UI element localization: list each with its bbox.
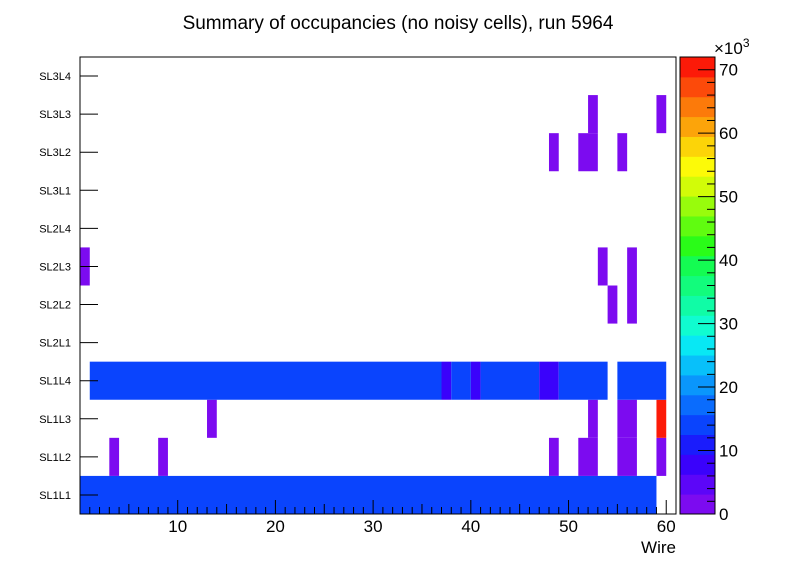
color-scale-swatch	[680, 255, 715, 277]
z-tick-label: 50	[719, 188, 738, 207]
heatmap-cell	[109, 437, 120, 476]
z-tick-label: 70	[719, 61, 738, 80]
color-scale-swatch	[680, 235, 715, 257]
heatmap-cell	[158, 437, 168, 476]
heatmap-cell	[607, 285, 618, 324]
heatmap-cell	[558, 361, 608, 400]
z-exponent-base: ×10	[714, 39, 743, 58]
heatmap-cell	[548, 437, 559, 476]
heatmap-cell	[627, 247, 637, 286]
z-exponent-label: ×103	[714, 36, 750, 58]
y-tick-label: SL2L4	[39, 223, 71, 235]
color-scale-swatch	[680, 434, 715, 455]
color-scale-swatch	[680, 275, 715, 296]
heatmap-cell	[480, 361, 540, 400]
color-scale: 0 10 20 30 40 50 60 70	[679, 56, 738, 524]
chart-title: Summary of occupancies (no noisy cells),…	[183, 13, 614, 34]
z-tick-label: 60	[719, 124, 738, 143]
color-scale-swatch	[680, 156, 715, 177]
color-scale-swatch	[680, 57, 715, 78]
z-exponent-power: 3	[743, 36, 750, 50]
color-scale-swatch	[680, 196, 715, 217]
plot-frame	[79, 56, 677, 515]
x-tick-label: 60	[657, 517, 676, 536]
y-tick-label: SL1L1	[39, 490, 71, 502]
y-tick-label: SL1L2	[39, 452, 71, 464]
z-tick-label: 10	[719, 442, 738, 461]
heatmap-cell	[578, 133, 598, 172]
y-tick-label: SL1L3	[39, 414, 71, 426]
color-scale-swatch	[680, 474, 715, 495]
color-scale-swatch	[680, 414, 715, 436]
heatmap-cell	[627, 285, 637, 324]
color-scale-swatch	[680, 374, 715, 396]
color-scale-swatch	[680, 335, 715, 356]
color-scale-swatch	[680, 494, 715, 515]
heatmap-cell	[80, 475, 657, 514]
heatmap-cell	[656, 437, 667, 476]
heatmap-cell	[617, 361, 667, 400]
heatmap-cell	[451, 361, 471, 400]
heatmap-cell	[597, 247, 608, 286]
heatmap-cell	[470, 361, 481, 400]
heatmap-cell	[588, 95, 598, 134]
heatmap-cell	[539, 361, 559, 400]
heatmap-cell	[617, 133, 628, 172]
heatmap-cell	[617, 437, 637, 476]
x-tick-label: 30	[364, 517, 383, 536]
z-tick-label: 30	[719, 315, 738, 334]
x-axis-label: Wire	[641, 538, 676, 557]
z-tick-label: 40	[719, 251, 738, 270]
y-tick-label: SL2L2	[39, 300, 71, 312]
x-axis: 10 20 30 40 50 60	[89, 500, 677, 536]
x-tick-label: 20	[266, 517, 285, 536]
heatmap-cells	[80, 95, 667, 514]
color-scale-swatch	[680, 394, 715, 416]
y-tick-label: SL3L3	[39, 109, 71, 121]
color-scale-swatch	[680, 76, 715, 98]
heatmap-cell	[617, 399, 637, 438]
y-tick-label: SL3L4	[39, 71, 71, 83]
y-tick-label: SL3L2	[39, 147, 71, 159]
heatmap-cell	[578, 437, 598, 476]
heatmap-cell	[656, 95, 667, 134]
heatmap-cell	[441, 361, 452, 400]
color-scale-swatch	[680, 355, 715, 376]
color-scale-swatch	[680, 295, 715, 316]
x-tick-label: 50	[559, 517, 578, 536]
y-tick-label: SL2L1	[39, 338, 71, 350]
heatmap-cell	[89, 361, 442, 400]
y-axis: SL1L1 SL1L2 SL1L3 SL1L4 SL2L1 SL2L2 SL2L3 SL2L4…	[39, 71, 98, 502]
heatmap-cell	[548, 133, 559, 172]
y-tick-label: SL3L1	[39, 185, 71, 197]
color-scale-swatch	[680, 315, 715, 336]
y-tick-label: SL1L4	[39, 376, 71, 388]
heatmap-cell	[207, 399, 217, 438]
color-scale-swatch	[680, 215, 715, 237]
color-scale-swatch	[680, 454, 715, 475]
color-scale-swatch	[680, 136, 715, 157]
y-tick-label: SL2L3	[39, 261, 71, 273]
x-tick-label: 10	[168, 517, 187, 536]
z-tick-label: 20	[719, 378, 738, 397]
heatmap-cell	[588, 399, 598, 438]
z-tick-label: 0	[719, 505, 728, 524]
heatmap-cell	[656, 399, 667, 438]
color-scale-swatch	[680, 176, 715, 197]
x-tick-label: 40	[461, 517, 480, 536]
color-scale-swatch	[680, 116, 715, 137]
color-scale-swatch	[680, 96, 715, 118]
